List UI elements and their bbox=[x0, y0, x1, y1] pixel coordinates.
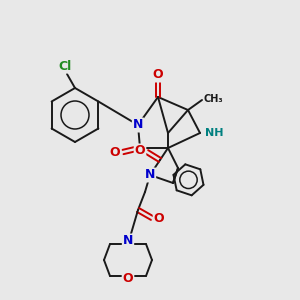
Text: O: O bbox=[153, 68, 163, 82]
Text: Cl: Cl bbox=[58, 59, 72, 73]
Text: CH₃: CH₃ bbox=[204, 94, 224, 104]
Text: NH: NH bbox=[205, 128, 224, 138]
Text: N: N bbox=[123, 235, 133, 248]
Text: O: O bbox=[135, 145, 145, 158]
Text: O: O bbox=[123, 272, 133, 286]
Text: N: N bbox=[133, 118, 143, 131]
Text: N: N bbox=[145, 169, 155, 182]
Text: O: O bbox=[154, 212, 164, 226]
Text: O: O bbox=[110, 146, 120, 158]
